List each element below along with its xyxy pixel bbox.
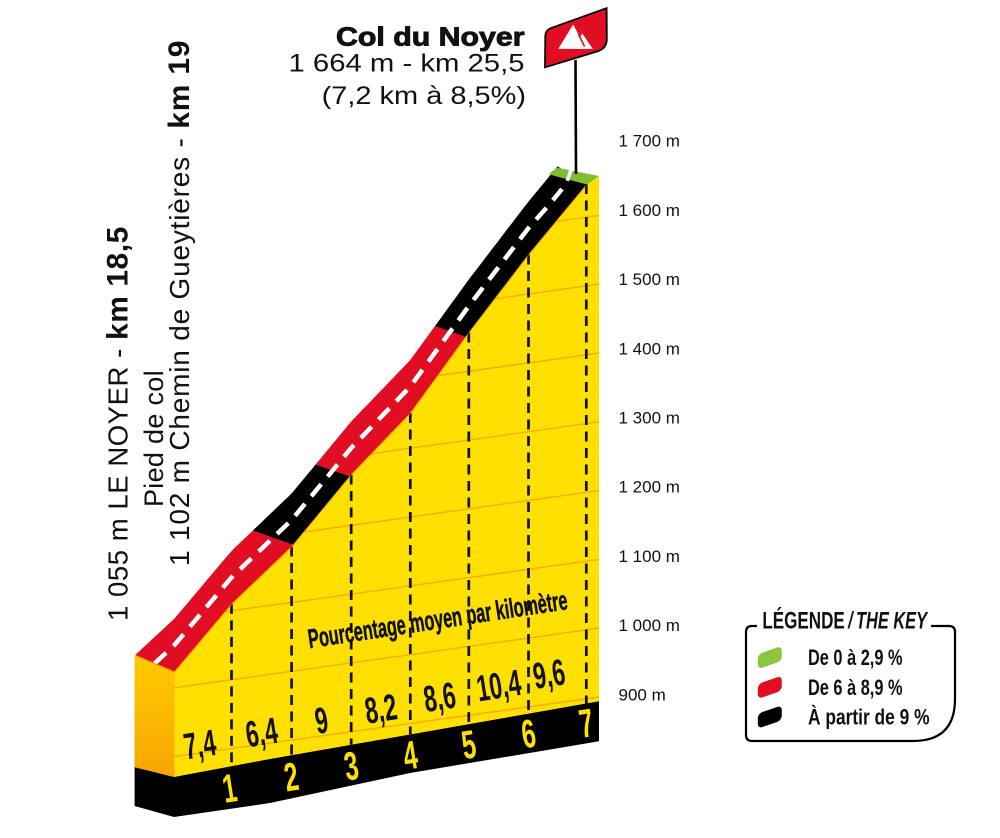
- svg-text:2: 2: [281, 755, 302, 801]
- svg-text:(7,2 km à 8,5%): (7,2 km à 8,5%): [322, 82, 526, 110]
- svg-text:1 000 m: 1 000 m: [619, 616, 680, 635]
- svg-text:1 700 m: 1 700 m: [619, 132, 680, 151]
- svg-text:1 200 m: 1 200 m: [619, 478, 680, 497]
- svg-text:7,4: 7,4: [181, 721, 219, 768]
- svg-text:THE KEY: THE KEY: [856, 608, 928, 635]
- svg-text:6: 6: [518, 712, 539, 758]
- svg-text:8,2: 8,2: [362, 686, 400, 733]
- svg-text:1 600 m: 1 600 m: [619, 201, 680, 220]
- svg-text:1 664 m - km 25,5: 1 664 m - km 25,5: [289, 50, 525, 78]
- svg-text:1 300 m: 1 300 m: [619, 409, 680, 428]
- svg-text:Pied de col: Pied de col: [139, 370, 169, 507]
- svg-text:LÉGENDE: LÉGENDE: [762, 607, 844, 635]
- svg-text:1 400 m: 1 400 m: [619, 339, 680, 358]
- svg-text:De 0 à 2,9 %: De 0 à 2,9 %: [808, 645, 903, 670]
- svg-text:7: 7: [576, 701, 597, 747]
- svg-text:9,6: 9,6: [530, 651, 568, 698]
- svg-text:1 102 m Chemin de Gueytières -: 1 102 m Chemin de Gueytières - km 19: [163, 40, 196, 566]
- svg-text:À partir de 9 %: À partir de 9 %: [808, 705, 930, 730]
- svg-text:Col du Noyer: Col du Noyer: [336, 22, 525, 52]
- svg-text:8,6: 8,6: [421, 674, 459, 721]
- svg-text:900 m: 900 m: [619, 685, 666, 704]
- svg-text:3: 3: [341, 744, 362, 790]
- svg-text:1 500 m: 1 500 m: [619, 270, 680, 289]
- svg-text:De 6 à 8,9 %: De 6 à 8,9 %: [808, 675, 903, 700]
- svg-text:/: /: [848, 608, 855, 635]
- svg-text:1: 1: [219, 766, 240, 812]
- svg-text:1 100 m: 1 100 m: [619, 547, 680, 566]
- svg-text:5: 5: [459, 723, 480, 769]
- svg-text:6,4: 6,4: [243, 709, 281, 756]
- svg-text:1 055 m LE NOYER - km 18,5: 1 055 m LE NOYER - km 18,5: [102, 226, 135, 621]
- svg-text:10,4: 10,4: [473, 661, 524, 710]
